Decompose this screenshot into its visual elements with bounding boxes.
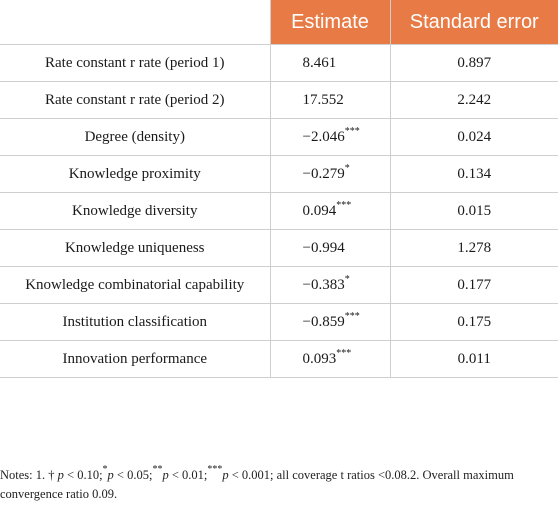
- notes-threshold-4: < 0.001; all coverage t ratios <0.08.2. …: [0, 468, 514, 501]
- row-label: Knowledge proximity: [0, 155, 271, 193]
- row-estimate-cell: 0.094***: [269, 192, 391, 230]
- notes-sig-3: ***: [207, 464, 223, 475]
- table-row: Degree (density) −2.046*** 0.024: [0, 118, 558, 156]
- row-estimate-cell: −0.279*: [269, 155, 391, 193]
- row-standard-error: 0.011: [389, 340, 558, 378]
- estimates-table: Estimate Standard error Rate constant r …: [0, 0, 558, 378]
- header-estimate: Estimate: [269, 0, 391, 45]
- row-standard-error: 0.175: [389, 303, 558, 341]
- row-significance-marker: *: [344, 162, 350, 174]
- notes-p-4: p: [222, 468, 229, 482]
- row-label: Innovation performance: [0, 340, 271, 378]
- table-row: Institution classification −0.859*** 0.175: [0, 303, 558, 341]
- row-label: Degree (density): [0, 118, 271, 156]
- table-row: Knowledge combinatorial capability −0.383…: [0, 266, 558, 304]
- table-row: Rate constant r rate (period 1) 8.461 0.89…: [0, 44, 558, 82]
- row-estimate-cell: −2.046***: [269, 118, 391, 156]
- row-estimate-value: −0.279: [302, 165, 345, 182]
- row-estimate-value: −0.383: [302, 276, 345, 293]
- row-estimate-cell: 8.461: [269, 44, 391, 82]
- row-label: Rate constant r rate (period 2): [0, 81, 271, 119]
- row-significance-marker: ***: [344, 310, 360, 322]
- row-label: Knowledge diversity: [0, 192, 271, 230]
- row-label: Rate constant r rate (period 1): [0, 44, 271, 82]
- table-row: Rate constant r rate (period 2) 17.552 2.2…: [0, 81, 558, 119]
- row-label: Knowledge uniqueness: [0, 229, 271, 267]
- table-row: Knowledge proximity −0.279* 0.134: [0, 155, 558, 193]
- row-estimate-value: 0.094: [302, 202, 337, 219]
- row-estimate-cell: 0.093***: [269, 340, 391, 378]
- notes-sig-2: **: [152, 464, 163, 475]
- notes-p-1: p: [57, 468, 64, 482]
- row-label: Institution classification: [0, 303, 271, 341]
- row-significance-marker: *: [344, 273, 350, 285]
- header-standard-error: Standard error: [389, 0, 558, 45]
- notes-threshold-2: < 0.05;: [113, 468, 153, 482]
- header-blank-cell: [0, 0, 271, 45]
- notes-threshold-1: < 0.10;: [63, 468, 103, 482]
- row-standard-error: 0.015: [389, 192, 558, 230]
- row-estimate-value: 0.093: [302, 350, 337, 367]
- row-standard-error: 2.242: [389, 81, 558, 119]
- notes-p-2: p: [107, 468, 114, 482]
- notes-sig-1: *: [102, 464, 108, 475]
- row-standard-error: 0.897: [389, 44, 558, 82]
- row-significance-marker: ***: [336, 199, 352, 211]
- table-body: Rate constant r rate (period 1) 8.461 0.89…: [0, 44, 558, 378]
- notes-p-3: p: [162, 468, 169, 482]
- table-notes: Notes: 1. † p < 0.10;*p < 0.05;**p < 0.0…: [0, 464, 545, 504]
- row-standard-error: 1.278: [389, 229, 558, 267]
- row-estimate-value: 17.552: [302, 91, 344, 108]
- notes-threshold-3: < 0.01;: [168, 468, 208, 482]
- table-header-row: Estimate Standard error: [0, 0, 558, 45]
- row-significance-marker: ***: [344, 125, 360, 137]
- row-standard-error: 0.134: [389, 155, 558, 193]
- row-estimate-value: −0.859: [302, 313, 345, 330]
- row-label: Knowledge combinatorial capability: [0, 266, 271, 304]
- notes-prefix: Notes: 1. †: [0, 468, 58, 482]
- table-row: Innovation performance 0.093*** 0.011: [0, 340, 558, 378]
- row-estimate-cell: −0.859***: [269, 303, 391, 341]
- row-estimate-cell: −0.383*: [269, 266, 391, 304]
- row-significance-marker: ***: [336, 347, 352, 359]
- table-row: Knowledge uniqueness −0.994 1.278: [0, 229, 558, 267]
- row-estimate-cell: 17.552: [269, 81, 391, 119]
- row-estimate-value: −0.994: [302, 239, 345, 256]
- row-standard-error: 0.024: [389, 118, 558, 156]
- row-estimate-value: −2.046: [302, 128, 345, 145]
- row-estimate-value: 8.461: [302, 54, 337, 71]
- row-estimate-cell: −0.994: [269, 229, 391, 267]
- row-standard-error: 0.177: [389, 266, 558, 304]
- table-row: Knowledge diversity 0.094*** 0.015: [0, 192, 558, 230]
